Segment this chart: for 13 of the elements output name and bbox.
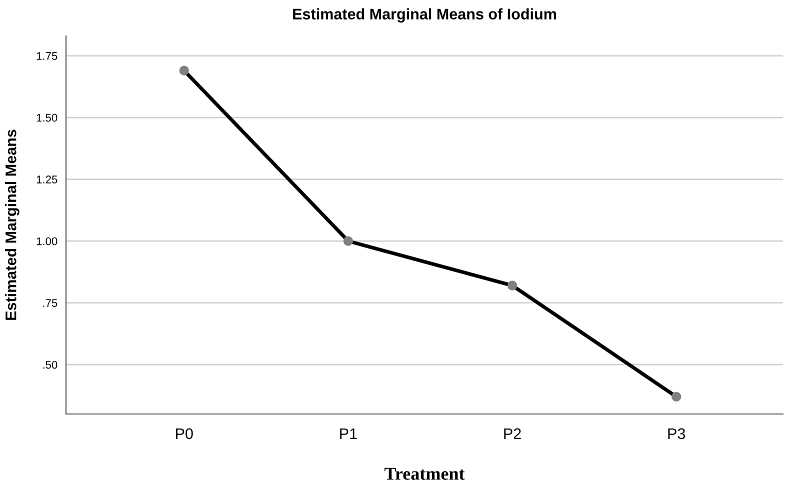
x-tick-label: P3 — [668, 428, 686, 440]
y-tick-label: 1.50 — [36, 114, 58, 122]
chart-title: Estimated Marginal Means of Iodium — [293, 8, 556, 23]
y-tick-label: 1.75 — [36, 52, 58, 60]
y-tick-label: .75 — [43, 299, 58, 307]
y-tick-label: 1.25 — [36, 176, 58, 184]
y-axis-title: Estimated Marginal Means — [5, 130, 20, 320]
x-tick-label: P1 — [340, 428, 357, 439]
x-tick-label: P0 — [176, 428, 193, 440]
x-tick-label: P2 — [504, 428, 521, 439]
y-tick-label: 1.00 — [36, 237, 58, 246]
y-tick-label: .50 — [43, 360, 58, 369]
x-axis-title: Treatment — [384, 468, 465, 480]
